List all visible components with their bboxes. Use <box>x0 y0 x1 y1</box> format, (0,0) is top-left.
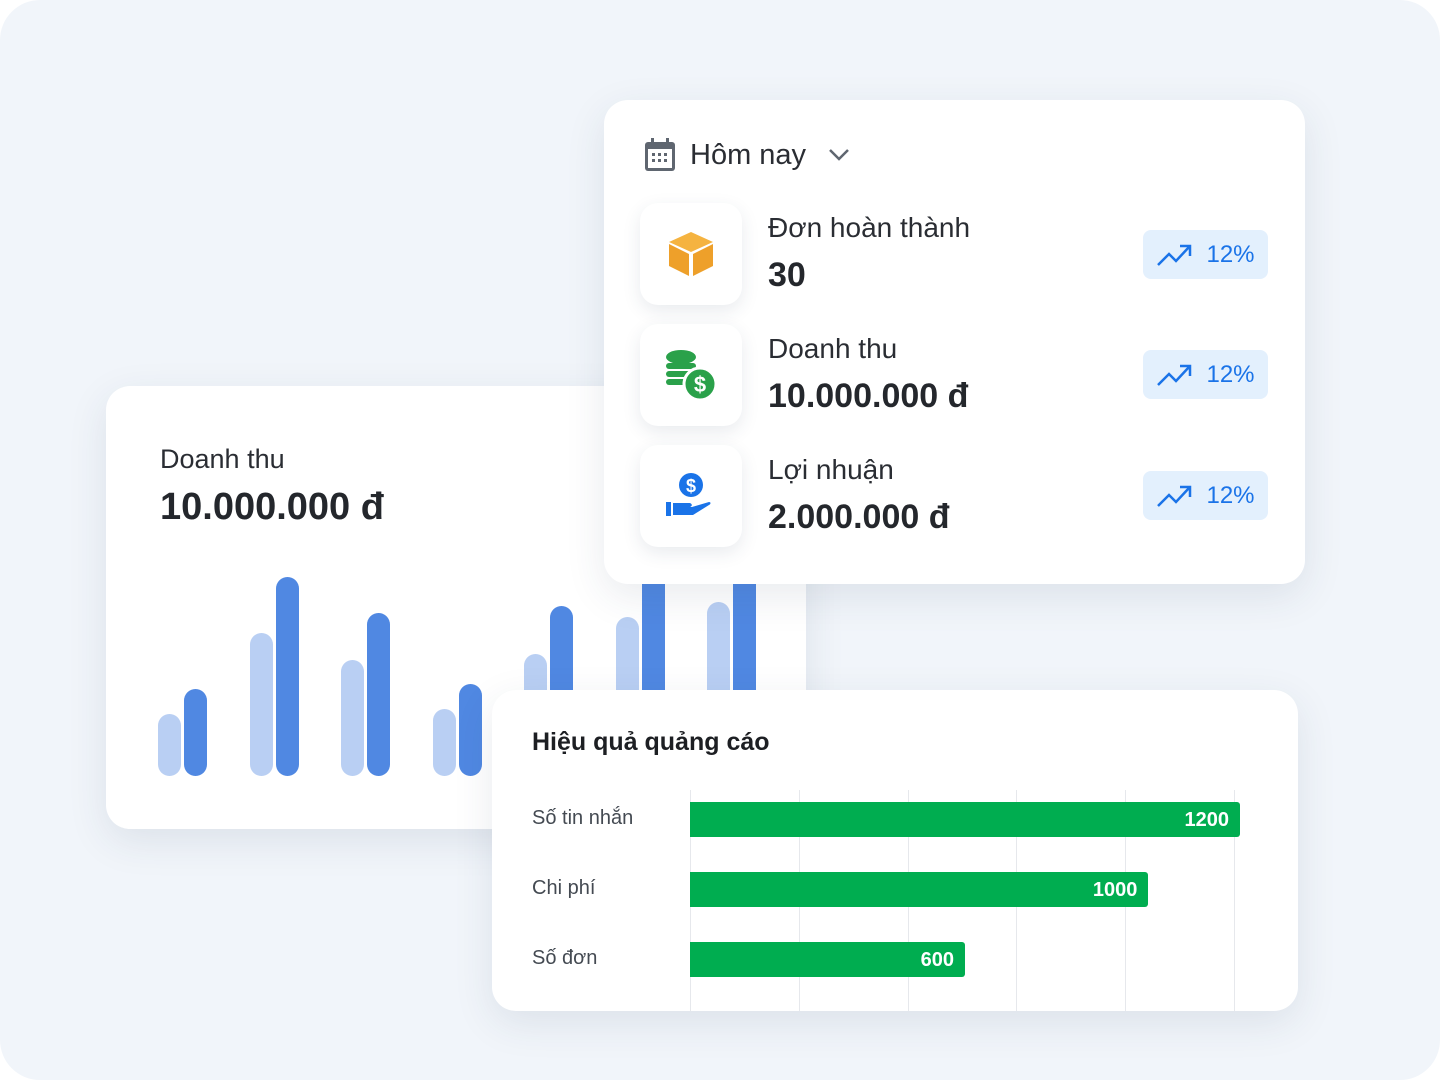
trend-up-icon <box>1157 485 1192 507</box>
trend-up-icon <box>1157 364 1192 386</box>
trend-up-icon <box>1157 244 1192 266</box>
revenue-bar <box>249 633 273 776</box>
period-label: Hôm nay <box>690 138 807 171</box>
change-value: 12% <box>1206 360 1255 388</box>
revenue-bar <box>367 613 390 776</box>
svg-text:$: $ <box>694 372 706 397</box>
item-label: Doanh thu <box>768 333 898 364</box>
item-value: 2.000.000 đ <box>768 498 950 536</box>
category-label: Số đơn <box>532 947 598 969</box>
ad-performance-card: Hiệu quả quảng cáo Số tin nhắn 1200 Chi ph… <box>492 690 1298 1011</box>
change-badge: 12% <box>1143 471 1268 520</box>
period-dropdown[interactable]: Hôm nay <box>644 138 850 172</box>
ad-bar: 1000 <box>690 872 1149 907</box>
change-badge: 12% <box>1143 230 1268 279</box>
category-label: Số tin nhắn <box>532 807 634 829</box>
gridline <box>1234 790 1235 1011</box>
box-icon <box>640 203 742 305</box>
item-value: 10.000.000 đ <box>768 377 969 415</box>
revenue-bar <box>432 709 456 776</box>
ad-bar: 1200 <box>690 802 1240 837</box>
svg-text:$: $ <box>686 476 696 496</box>
change-value: 12% <box>1206 240 1255 268</box>
revenue-bar <box>341 660 364 776</box>
coins-icon: $ <box>640 324 742 426</box>
revenue-bar <box>158 714 181 776</box>
item-label: Lợi nhuận <box>768 454 894 485</box>
summary-card: Hôm nay Đơn hoàn thành 30 12% $ Doanh th… <box>604 100 1305 584</box>
change-badge: 12% <box>1143 350 1268 399</box>
item-label: Đơn hoàn thành <box>768 212 971 243</box>
calendar-icon <box>645 138 675 171</box>
revenue-label: Doanh thu <box>160 444 285 474</box>
chevron-down-icon <box>829 149 849 161</box>
item-value: 30 <box>768 256 806 294</box>
ad-bar: 600 <box>690 942 965 977</box>
change-value: 12% <box>1206 481 1255 509</box>
revenue-bar <box>275 577 299 776</box>
hand-money-icon: $ <box>640 445 742 547</box>
revenue-value: 10.000.000 đ <box>160 486 384 528</box>
revenue-bar <box>458 684 482 776</box>
ads-title: Hiệu quả quảng cáo <box>532 728 770 756</box>
revenue-bar <box>184 689 207 776</box>
category-label: Chi phí <box>532 877 596 899</box>
